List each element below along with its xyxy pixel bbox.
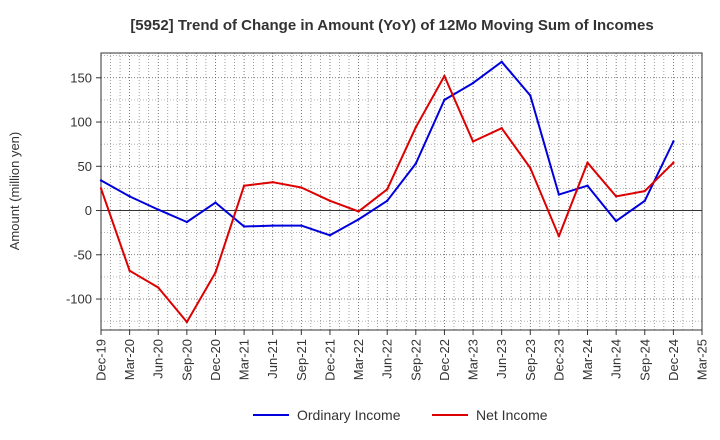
x-tick-label: Dec-22 (437, 339, 452, 381)
data-point (443, 98, 446, 102)
data-point (557, 193, 561, 196)
x-tick-label: Sep-22 (408, 339, 423, 381)
legend-label: Ordinary Income (297, 407, 401, 423)
x-tick-label: Dec-19 (94, 339, 109, 381)
x-tick-label: Mar-22 (351, 339, 366, 380)
data-point (643, 199, 646, 202)
x-tick-label: Mar-24 (580, 339, 595, 380)
series-group (99, 60, 675, 324)
data-point (529, 166, 532, 170)
data-point (99, 187, 103, 190)
data-point (614, 195, 618, 198)
data-point (443, 74, 446, 78)
data-point (242, 225, 246, 228)
data-point (471, 140, 475, 143)
y-tick-label: -50 (73, 247, 92, 262)
grid (101, 53, 702, 330)
x-tick-label: Dec-24 (666, 339, 681, 381)
x-tick-label: Dec-23 (551, 339, 566, 381)
data-point (300, 186, 303, 189)
data-point (385, 188, 389, 191)
data-point (157, 286, 160, 289)
data-point (414, 126, 418, 129)
data-point (614, 219, 618, 223)
data-point (672, 161, 675, 164)
legend: Ordinary Income Net Income (253, 407, 548, 423)
x-tick-label: Mar-25 (695, 339, 710, 380)
x-tick-label: Mar-23 (466, 339, 481, 380)
x-tick-label: Jun-24 (609, 339, 624, 379)
data-point (385, 199, 389, 202)
data-point (500, 60, 503, 64)
data-point (214, 201, 217, 204)
x-tick-label: Sep-20 (179, 339, 194, 381)
data-point (557, 234, 561, 238)
chart-title: [5952] Trend of Change in Amount (YoY) o… (130, 17, 653, 34)
data-point (357, 218, 360, 221)
y-axis-label: Amount (million yen) (7, 132, 22, 251)
data-point (328, 234, 332, 237)
data-point (214, 271, 217, 274)
data-point (529, 94, 532, 97)
plot-area (100, 52, 703, 331)
data-point (643, 189, 646, 193)
data-point (357, 210, 360, 213)
data-point (157, 208, 160, 211)
data-point (500, 127, 503, 130)
data-point (271, 224, 274, 227)
data-point (328, 199, 332, 202)
x-tick-label: Sep-21 (294, 339, 309, 381)
series-line-net-income (100, 75, 675, 323)
data-point (586, 184, 589, 187)
data-point (300, 224, 303, 227)
x-tick-label: Jun-21 (265, 339, 280, 379)
y-tick-label: 50 (78, 159, 92, 174)
x-tick-label: Jun-22 (380, 339, 395, 379)
x-tick-label: Sep-23 (523, 339, 538, 381)
data-point (271, 181, 274, 184)
x-tick-label: Dec-20 (208, 339, 223, 381)
data-point (672, 140, 675, 143)
data-point (128, 269, 131, 272)
data-point (586, 161, 589, 164)
x-tick-label: Mar-21 (237, 339, 252, 380)
data-point (99, 179, 103, 182)
x-tick-label: Jun-20 (151, 339, 166, 379)
x-tick-label: Dec-21 (322, 339, 337, 381)
data-point (242, 184, 246, 187)
data-point (185, 320, 189, 324)
y-tick-label: 150 (70, 70, 92, 85)
y-tick-label: 0 (85, 203, 92, 218)
data-point (414, 162, 418, 165)
y-tick-label: 100 (70, 115, 92, 130)
x-axis: Dec-19 Mar-20 Jun-20 Sep-20 Dec-20 Mar-21 Jun-… (94, 330, 710, 381)
x-tick-label: Mar-20 (122, 339, 137, 380)
x-tick-label: Jun-23 (494, 339, 509, 379)
data-point (471, 81, 475, 85)
data-point (185, 220, 189, 224)
x-tick-label: Sep-24 (637, 339, 652, 381)
legend-label: Net Income (476, 407, 548, 423)
y-tick-label: -100 (66, 292, 92, 307)
y-axis: -100 -50 0 50 100 150 (66, 70, 101, 307)
data-point (128, 195, 131, 198)
